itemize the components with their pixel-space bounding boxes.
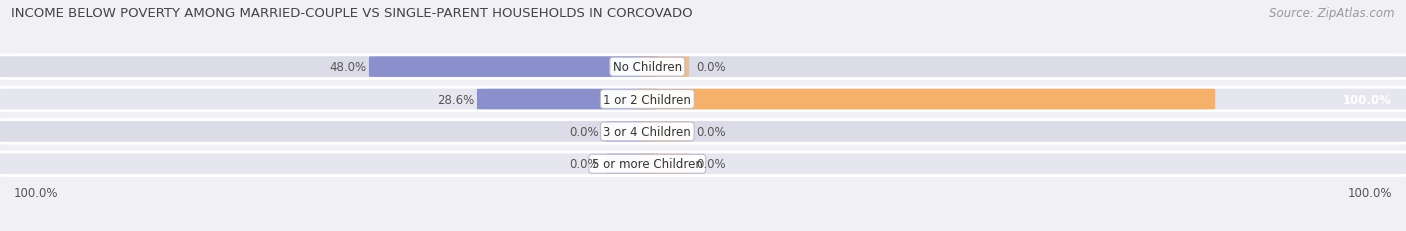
Text: 100.0%: 100.0% (1347, 186, 1392, 199)
Text: 0.0%: 0.0% (569, 125, 599, 138)
Text: 1 or 2 Children: 1 or 2 Children (603, 93, 692, 106)
Text: 5 or more Children: 5 or more Children (592, 158, 703, 170)
FancyBboxPatch shape (640, 122, 689, 142)
FancyBboxPatch shape (606, 154, 654, 174)
FancyBboxPatch shape (0, 152, 1406, 176)
Text: 100.0%: 100.0% (14, 186, 59, 199)
Text: 28.6%: 28.6% (437, 93, 474, 106)
FancyBboxPatch shape (0, 120, 1406, 144)
Text: INCOME BELOW POVERTY AMONG MARRIED-COUPLE VS SINGLE-PARENT HOUSEHOLDS IN CORCOVA: INCOME BELOW POVERTY AMONG MARRIED-COUPL… (11, 7, 693, 20)
Text: 0.0%: 0.0% (696, 158, 725, 170)
FancyBboxPatch shape (368, 57, 658, 78)
FancyBboxPatch shape (636, 89, 1215, 110)
Text: 100.0%: 100.0% (1343, 93, 1392, 106)
FancyBboxPatch shape (640, 154, 689, 174)
FancyBboxPatch shape (0, 88, 1406, 111)
FancyBboxPatch shape (0, 56, 1406, 79)
Text: 0.0%: 0.0% (569, 158, 599, 170)
Text: 0.0%: 0.0% (696, 61, 725, 74)
Text: 48.0%: 48.0% (329, 61, 366, 74)
FancyBboxPatch shape (606, 122, 654, 142)
FancyBboxPatch shape (640, 57, 689, 78)
Text: 3 or 4 Children: 3 or 4 Children (603, 125, 692, 138)
Text: Source: ZipAtlas.com: Source: ZipAtlas.com (1270, 7, 1395, 20)
FancyBboxPatch shape (477, 89, 658, 110)
Text: 0.0%: 0.0% (696, 125, 725, 138)
Text: No Children: No Children (613, 61, 682, 74)
